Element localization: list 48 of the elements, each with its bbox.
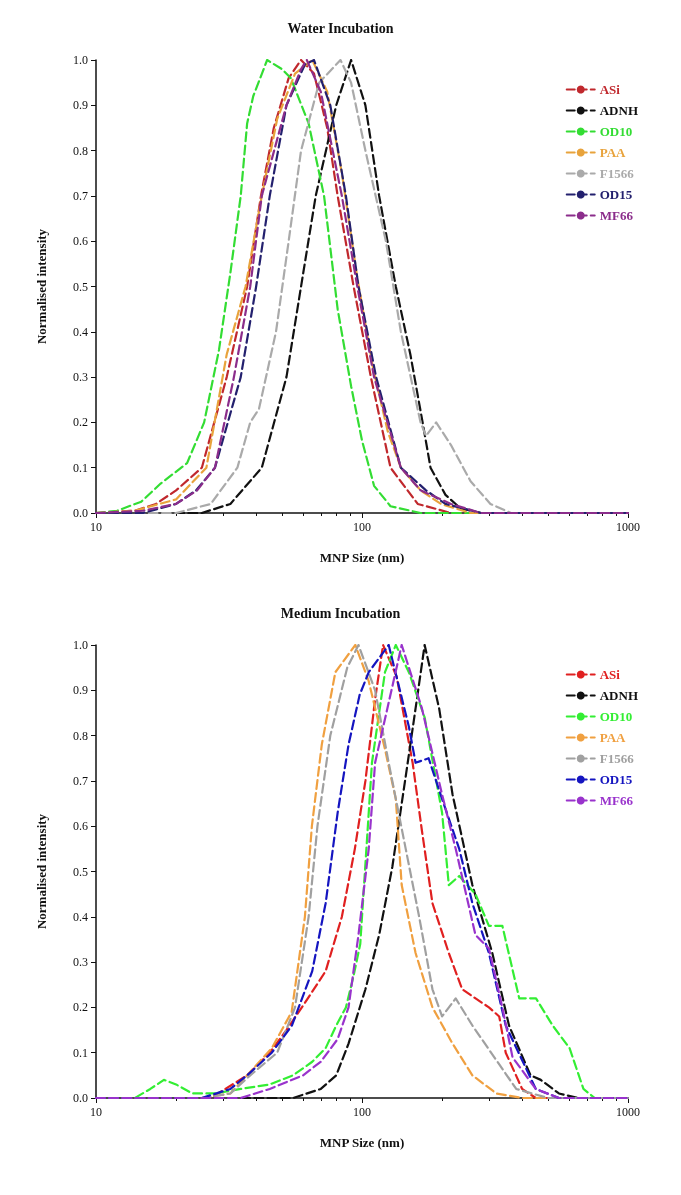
y-tick-label: 0.9 bbox=[73, 683, 88, 698]
y-tick-label: 0.3 bbox=[73, 370, 88, 385]
x-tick-label: 1000 bbox=[616, 520, 640, 534]
y-tick-label: 0.7 bbox=[73, 773, 88, 788]
x-tick-label: 100 bbox=[353, 520, 371, 534]
legend-label: PAA bbox=[599, 145, 627, 160]
y-tick-label: 0.2 bbox=[73, 1000, 88, 1015]
y-tick-label: 0.2 bbox=[73, 415, 88, 430]
legend-label: ADNH bbox=[599, 688, 638, 703]
y-tick-label: 1.0 bbox=[73, 53, 88, 67]
chart-title: Medium Incubation bbox=[280, 605, 401, 621]
x-tick-label: 10 bbox=[90, 520, 102, 534]
legend-label: MF66 bbox=[599, 793, 634, 808]
legend-label: ADNH bbox=[599, 103, 638, 118]
y-tick-label: 0.0 bbox=[73, 506, 88, 520]
y-tick-label: 0.1 bbox=[73, 460, 88, 475]
y-tick-label: 0.9 bbox=[73, 98, 88, 113]
legend-label: ASi bbox=[599, 667, 621, 682]
y-tick-label: 0.6 bbox=[73, 819, 88, 834]
chart-title: Water Incubation bbox=[287, 20, 394, 36]
legend-label: F1566 bbox=[599, 751, 635, 766]
y-tick-label: 0.3 bbox=[73, 955, 88, 970]
x-axis-title: MNP Size (nm) bbox=[319, 1135, 405, 1150]
x-axis-title: MNP Size (nm) bbox=[319, 550, 405, 565]
y-tick-label: 0.4 bbox=[73, 909, 88, 924]
legend-label: F1566 bbox=[599, 166, 635, 181]
legend-label: PAA bbox=[599, 730, 627, 745]
y-tick-label: 0.4 bbox=[73, 324, 88, 339]
y-tick-label: 0.8 bbox=[73, 143, 88, 158]
y-tick-label: 0.8 bbox=[73, 728, 88, 743]
y-axis-title: Normalised intensity bbox=[34, 813, 49, 930]
legend-label: OD15 bbox=[599, 187, 633, 202]
y-tick-label: 0.5 bbox=[73, 864, 88, 879]
legend-label: ASi bbox=[599, 82, 621, 97]
y-tick-label: 0.0 bbox=[73, 1091, 88, 1105]
x-tick-label: 10 bbox=[90, 1105, 102, 1119]
y-tick-label: 0.1 bbox=[73, 1045, 88, 1060]
x-tick-label: 1000 bbox=[616, 1105, 640, 1119]
legend-label: OD10 bbox=[599, 709, 633, 724]
legend-label: OD10 bbox=[599, 124, 633, 139]
x-tick-label: 100 bbox=[353, 1105, 371, 1119]
legend-label: MF66 bbox=[599, 208, 634, 223]
y-tick-label: 0.7 bbox=[73, 188, 88, 203]
legend-label: OD15 bbox=[599, 772, 633, 787]
y-axis-title: Normalised intensity bbox=[34, 228, 49, 345]
y-tick-label: 1.0 bbox=[73, 638, 88, 652]
y-tick-label: 0.6 bbox=[73, 234, 88, 249]
y-tick-label: 0.5 bbox=[73, 279, 88, 294]
